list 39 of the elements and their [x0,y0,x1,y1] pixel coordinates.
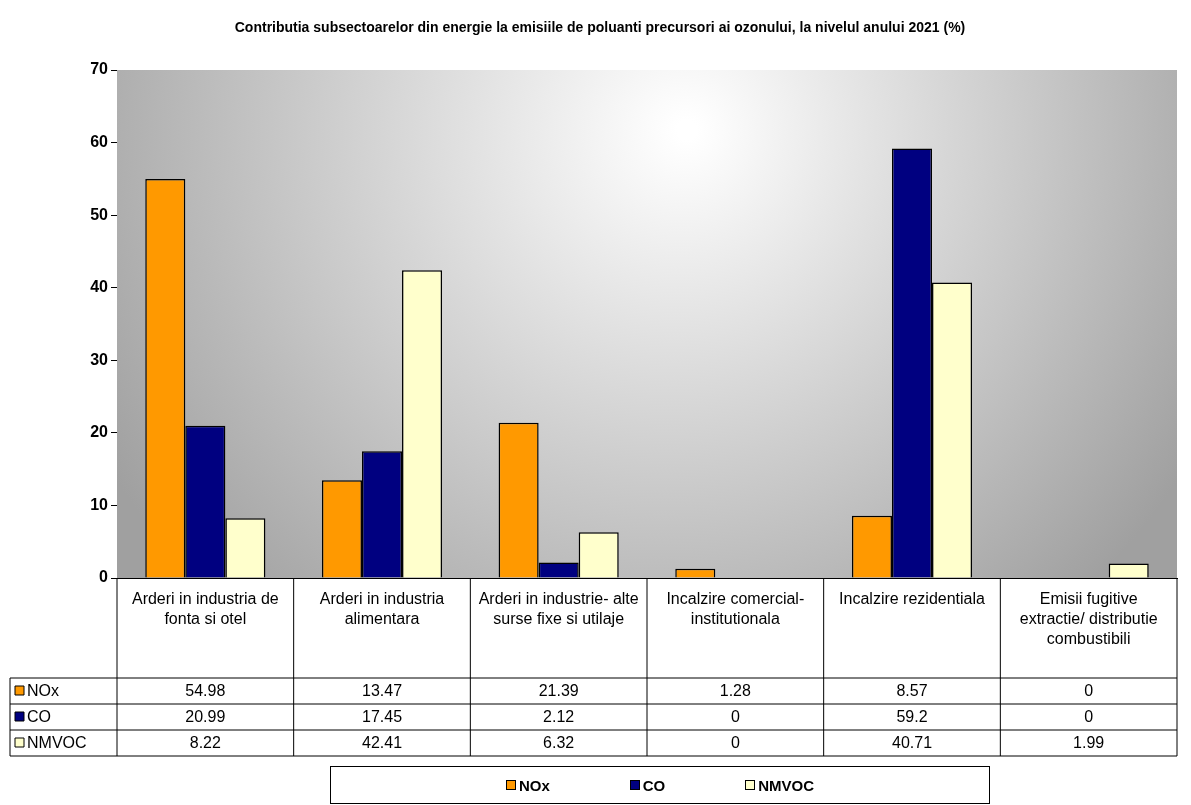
data-label: 21.39 [538,682,579,700]
x-tick-label: Emisii fugitive extractie/ distributie combustibili [1019,590,1158,648]
y-tick-label: 10 [90,495,109,513]
data-label: 0 [730,734,740,752]
data-label: 40.71 [891,734,933,752]
chart-title: Contributia subsectoarelor din energie la emisiile de poluanti precursori ai ozonului, la nivelul anului 2021 (%) [234,18,966,35]
x-tick-label: Arderi in industrie- alte surse fixe si utilaje [478,590,639,628]
legend-label: NOx [27,682,59,700]
data-label: 17.45 [361,708,403,726]
data-label: 2.12 [543,708,575,726]
data-label: 6.32 [543,734,575,752]
y-tick-label: 60 [90,132,109,150]
y-tick-label: 30 [90,350,109,368]
data-label: 42.41 [361,734,403,752]
data-label: 8.57 [896,682,928,700]
data-label: 13.47 [361,682,403,700]
data-label: 8.22 [189,734,222,752]
data-label: 20.99 [185,708,226,726]
data-label: 0 [730,708,740,726]
data-label: 0 [1084,708,1094,726]
x-tick-label: Incalzire comercial- institutionala [666,590,805,628]
x-tick-label: Arderi in industria alimentara [319,590,445,628]
text: CO [642,776,666,794]
y-tick-label: 70 [90,60,109,78]
data-label: 1.99 [1073,734,1105,752]
legend-label: CO [27,708,51,726]
legend-label: NMVOC [758,776,815,794]
y-tick-label: 50 [90,205,109,223]
text: NOx [518,776,550,794]
x-tick-label: Incalzire rezidentiala [839,590,986,608]
data-label: 1.28 [719,682,752,700]
y-tick-label: 0 [99,568,109,586]
data-label: 59.2 [896,708,928,726]
x-tick-label: Arderi in industria de fonta si otel [131,590,279,628]
text: NMVOC [27,734,87,752]
y-tick-label: 40 [90,278,109,296]
data-label: 0 [1084,682,1094,700]
data-label: 54.98 [185,682,226,700]
y-tick-label: 20 [90,423,109,441]
